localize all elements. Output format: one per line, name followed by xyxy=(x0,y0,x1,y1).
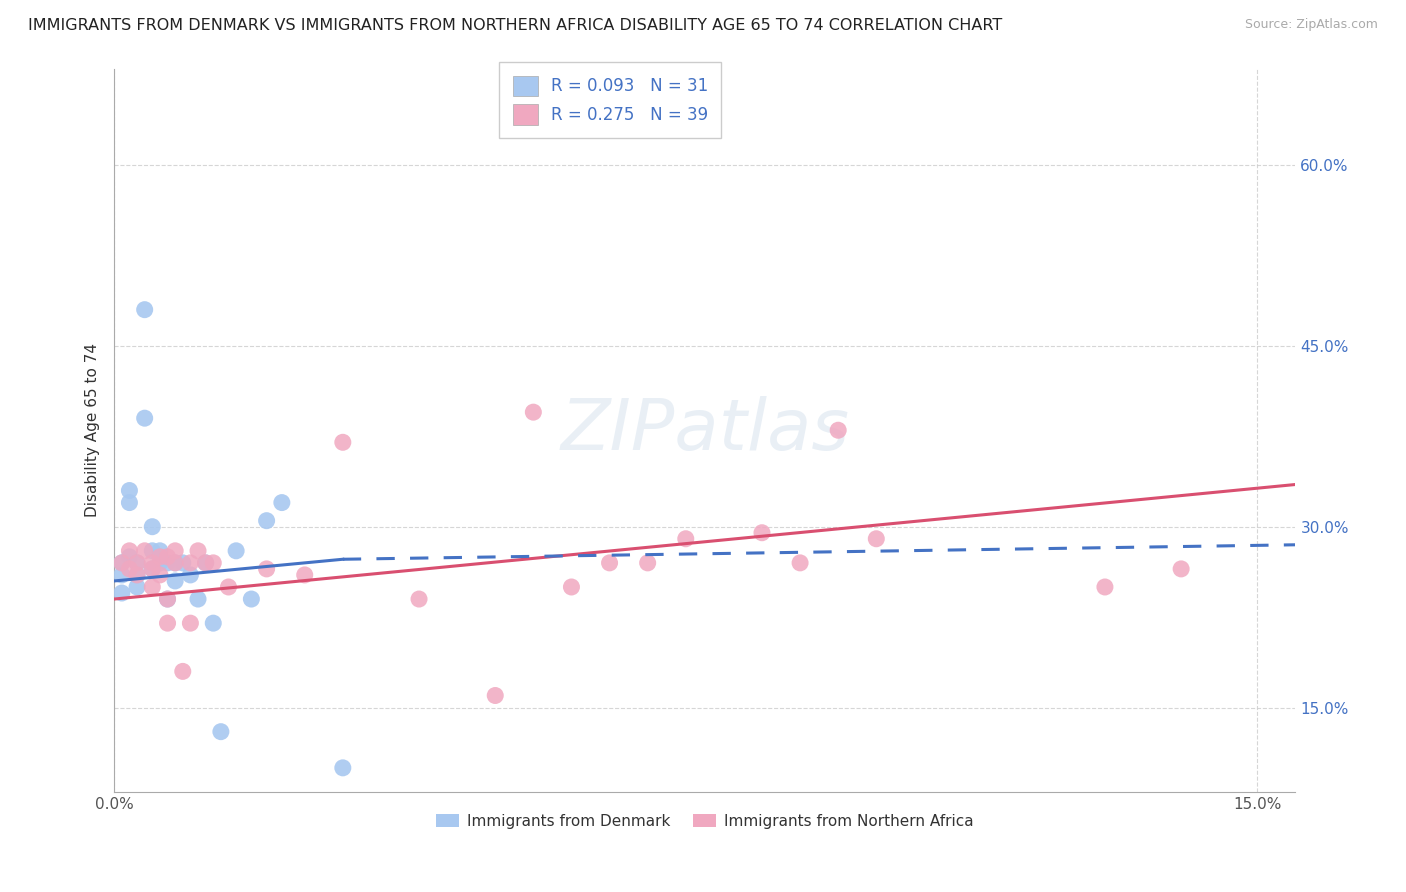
Point xyxy=(165,544,187,558)
Point xyxy=(637,556,659,570)
Point xyxy=(332,761,354,775)
Point xyxy=(599,556,621,570)
Point xyxy=(179,556,201,570)
Point xyxy=(294,568,316,582)
Point xyxy=(125,568,148,582)
Point xyxy=(118,549,141,564)
Point xyxy=(179,568,201,582)
Point xyxy=(225,544,247,558)
Point xyxy=(172,665,194,679)
Point xyxy=(134,411,156,425)
Point xyxy=(118,495,141,509)
Point xyxy=(194,556,217,570)
Point xyxy=(149,556,172,570)
Point xyxy=(179,616,201,631)
Point xyxy=(408,592,430,607)
Point xyxy=(256,562,278,576)
Point xyxy=(172,556,194,570)
Text: IMMIGRANTS FROM DENMARK VS IMMIGRANTS FROM NORTHERN AFRICA DISABILITY AGE 65 TO : IMMIGRANTS FROM DENMARK VS IMMIGRANTS FR… xyxy=(28,18,1002,33)
Point xyxy=(187,592,209,607)
Point xyxy=(111,568,134,582)
Point xyxy=(156,556,179,570)
Point xyxy=(522,405,544,419)
Point xyxy=(111,556,134,570)
Text: Source: ZipAtlas.com: Source: ZipAtlas.com xyxy=(1244,18,1378,31)
Point xyxy=(1170,562,1192,576)
Point xyxy=(560,580,582,594)
Point xyxy=(156,592,179,607)
Point xyxy=(125,556,148,570)
Point xyxy=(156,592,179,607)
Point xyxy=(165,556,187,570)
Y-axis label: Disability Age 65 to 74: Disability Age 65 to 74 xyxy=(86,343,100,517)
Text: ZIPatlas: ZIPatlas xyxy=(561,396,849,465)
Point xyxy=(270,495,292,509)
Point xyxy=(218,580,240,594)
Point xyxy=(240,592,263,607)
Point xyxy=(789,556,811,570)
Point xyxy=(134,544,156,558)
Point xyxy=(118,544,141,558)
Point xyxy=(165,556,187,570)
Point xyxy=(865,532,887,546)
Point xyxy=(125,580,148,594)
Point xyxy=(141,556,163,570)
Legend: Immigrants from Denmark, Immigrants from Northern Africa: Immigrants from Denmark, Immigrants from… xyxy=(430,807,980,835)
Point xyxy=(125,568,148,582)
Point xyxy=(118,483,141,498)
Point xyxy=(111,586,134,600)
Point xyxy=(202,556,225,570)
Point xyxy=(194,556,217,570)
Point xyxy=(1094,580,1116,594)
Point xyxy=(256,514,278,528)
Point xyxy=(118,562,141,576)
Point xyxy=(134,302,156,317)
Point xyxy=(751,525,773,540)
Point xyxy=(141,519,163,533)
Point xyxy=(187,544,209,558)
Point xyxy=(202,616,225,631)
Point xyxy=(141,562,163,576)
Point xyxy=(141,544,163,558)
Point xyxy=(111,556,134,570)
Point xyxy=(209,724,232,739)
Point xyxy=(141,562,163,576)
Point xyxy=(165,574,187,588)
Point xyxy=(149,568,172,582)
Point xyxy=(156,616,179,631)
Point xyxy=(675,532,697,546)
Point xyxy=(484,689,506,703)
Point xyxy=(141,580,163,594)
Point xyxy=(156,549,179,564)
Point xyxy=(332,435,354,450)
Point xyxy=(125,556,148,570)
Point xyxy=(149,544,172,558)
Point xyxy=(149,549,172,564)
Point xyxy=(827,423,849,437)
